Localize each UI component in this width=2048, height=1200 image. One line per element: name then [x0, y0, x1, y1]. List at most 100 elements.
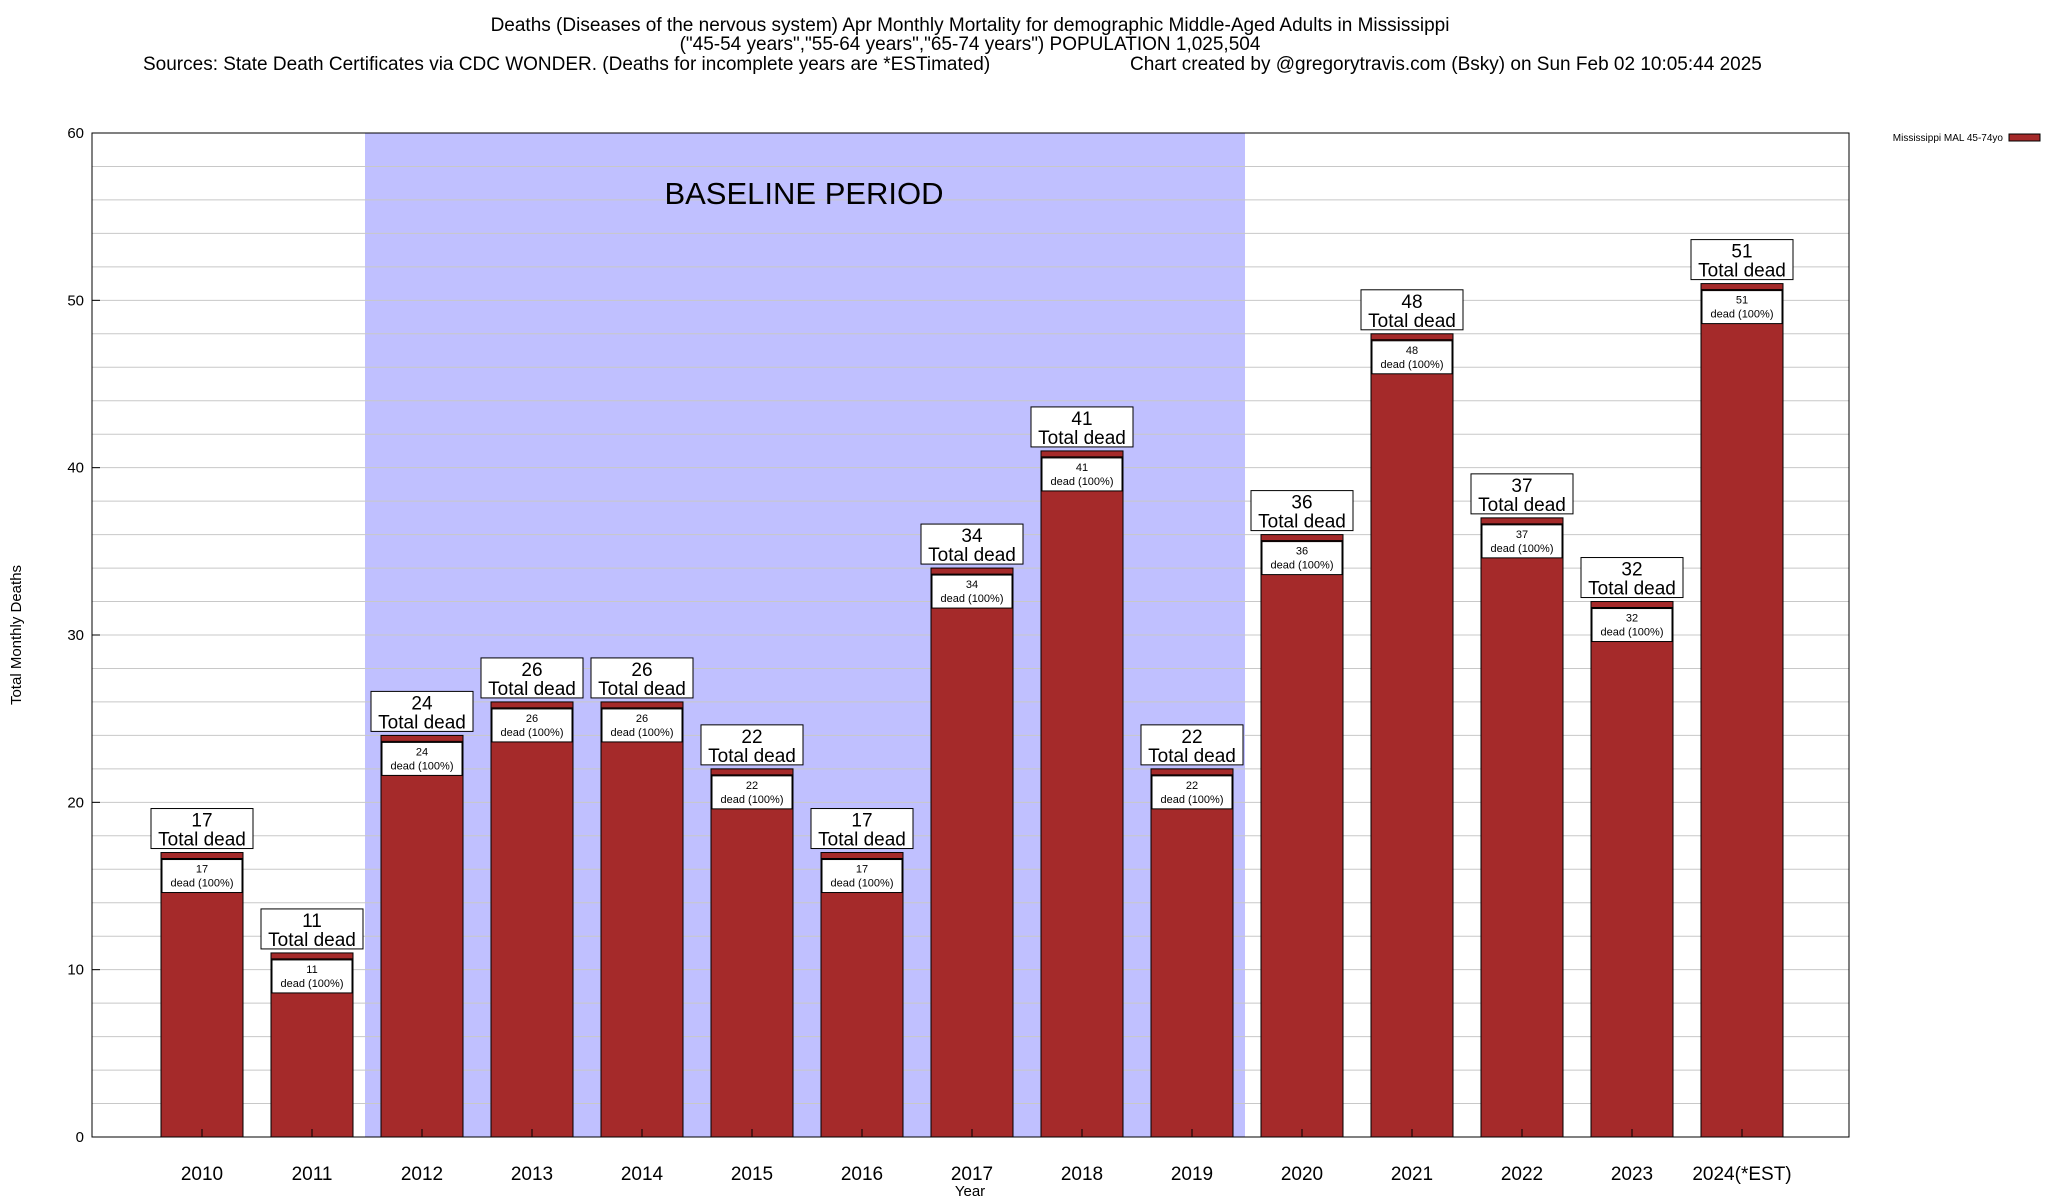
inner-value-label: 48 — [1406, 345, 1418, 357]
y-tick-label: 10 — [67, 962, 84, 979]
inner-dead-label: dead (100%) — [501, 727, 564, 739]
total-label-box — [370, 690, 474, 732]
bar — [600, 701, 684, 1138]
total-dead-label: Total dead — [1258, 512, 1346, 533]
total-dead-label: Total dead — [1698, 261, 1786, 282]
x-axis-label: Year — [955, 1183, 985, 1200]
inner-dead-label: dead (100%) — [1491, 543, 1554, 555]
y-tick-label: 60 — [67, 125, 84, 142]
bar — [490, 701, 574, 1138]
inner-dead-label: dead (100%) — [941, 593, 1004, 605]
inner-label-box — [381, 741, 463, 776]
inner-value-label: 36 — [1296, 546, 1308, 558]
total-label-box — [1360, 289, 1464, 331]
total-value-label: 22 — [1181, 727, 1202, 748]
total-label-box — [920, 523, 1024, 565]
total-value-label: 17 — [851, 811, 872, 832]
total-value-label: 11 — [302, 911, 322, 932]
inner-label-box — [931, 574, 1013, 609]
x-tick-label: 2010 — [181, 1164, 223, 1185]
inner-label-box — [1151, 775, 1233, 810]
inner-dead-label: dead (100%) — [721, 794, 784, 806]
inner-value-label: 37 — [1516, 529, 1528, 541]
x-tick-label: 2012 — [401, 1164, 443, 1185]
inner-dead-label: dead (100%) — [1381, 359, 1444, 371]
bar — [380, 734, 464, 1138]
total-dead-label: Total dead — [598, 679, 686, 700]
x-tick-label: 2020 — [1281, 1164, 1323, 1185]
bar — [1480, 517, 1564, 1138]
total-value-label: 24 — [411, 693, 433, 714]
total-value-label: 37 — [1511, 476, 1532, 497]
bar — [1040, 450, 1124, 1138]
total-dead-label: Total dead — [928, 545, 1016, 566]
y-tick-label: 0 — [76, 1129, 84, 1146]
legend: Mississippi MAL 45-74yo — [1893, 133, 2041, 144]
x-tick-label: 2024(*EST) — [1692, 1164, 1791, 1185]
inner-dead-label: dead (100%) — [611, 727, 674, 739]
chart-subtitle: ("45-54 years","55-64 years","65-74 year… — [680, 34, 1261, 55]
total-label-box — [1690, 239, 1794, 281]
total-value-label: 26 — [631, 660, 652, 681]
total-dead-label: Total dead — [818, 830, 906, 851]
total-value-label: 17 — [191, 811, 212, 832]
inner-value-label: 26 — [526, 713, 538, 725]
inner-value-label: 22 — [746, 780, 758, 792]
total-label-box — [810, 808, 914, 850]
total-dead-label: Total dead — [378, 712, 466, 733]
x-tick-label: 2017 — [951, 1164, 993, 1185]
total-value-label: 34 — [961, 526, 983, 547]
inner-value-label: 17 — [856, 864, 868, 876]
inner-value-label: 26 — [636, 713, 648, 725]
inner-label-box — [711, 775, 793, 810]
total-dead-label: Total dead — [1148, 746, 1236, 767]
y-tick-label: 50 — [67, 292, 84, 309]
bar — [820, 852, 904, 1138]
total-dead-label: Total dead — [268, 930, 356, 951]
inner-label-box — [1591, 608, 1673, 643]
inner-dead-label: dead (100%) — [391, 760, 454, 772]
total-label-box — [1580, 557, 1684, 599]
bar — [1700, 283, 1784, 1138]
inner-dead-label: dead (100%) — [1271, 560, 1334, 572]
x-tick-label: 2011 — [292, 1164, 333, 1185]
inner-dead-label: dead (100%) — [1601, 627, 1664, 639]
y-tick-label: 20 — [67, 794, 84, 811]
total-dead-label: Total dead — [488, 679, 576, 700]
axis-layer: 0 10 20 30 40 50 60 2010 2011 2012 2013 2014 2015 201… — [67, 125, 1791, 1185]
bar — [1370, 333, 1454, 1138]
inner-label-box — [161, 859, 243, 894]
x-tick-label: 2021 — [1391, 1164, 1433, 1185]
bar — [160, 852, 244, 1138]
inner-label-box — [1371, 340, 1453, 375]
chart-credit: Chart created by @gregorytravis.com (Bsk… — [1130, 54, 1762, 75]
inner-dead-label: dead (100%) — [281, 978, 344, 990]
legend-swatch — [2008, 133, 2041, 142]
bar — [1590, 601, 1674, 1138]
y-axis-label: Total Monthly Deaths — [8, 565, 25, 705]
inner-value-label: 32 — [1626, 613, 1638, 625]
total-label-box — [1030, 406, 1134, 448]
x-tick-label: 2022 — [1501, 1164, 1543, 1185]
x-tick-label: 2023 — [1611, 1164, 1653, 1185]
inner-value-label: 41 — [1076, 462, 1088, 474]
chart-sources: Sources: State Death Certificates via CD… — [143, 54, 990, 75]
inner-value-label: 51 — [1736, 295, 1748, 307]
inner-value-label: 22 — [1186, 780, 1198, 792]
inner-label-box — [1481, 524, 1563, 559]
total-label-box — [150, 808, 254, 850]
total-dead-label: Total dead — [1588, 579, 1676, 600]
inner-label-box — [1701, 290, 1783, 325]
inner-dead-label: dead (100%) — [171, 878, 234, 890]
total-dead-label: Total dead — [1368, 311, 1456, 332]
total-value-label: 22 — [741, 727, 762, 748]
inner-dead-label: dead (100%) — [831, 878, 894, 890]
total-dead-label: Total dead — [708, 746, 796, 767]
total-label-box — [1250, 490, 1354, 532]
inner-dead-label: dead (100%) — [1051, 476, 1114, 488]
y-tick-label: 40 — [67, 460, 84, 477]
inner-value-label: 24 — [416, 746, 428, 758]
total-value-label: 26 — [521, 660, 542, 681]
chart-title: Deaths (Diseases of the nervous system) … — [491, 15, 1450, 36]
